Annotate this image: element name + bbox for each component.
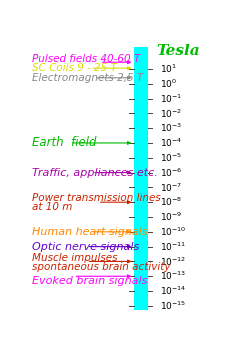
Text: $10^{-13}$: $10^{-13}$ bbox=[160, 270, 186, 282]
Text: Electromagnets 2,5 T: Electromagnets 2,5 T bbox=[32, 73, 143, 83]
Text: SC Coils 9 - 25 T: SC Coils 9 - 25 T bbox=[32, 63, 117, 73]
Text: Power transmission lines: Power transmission lines bbox=[32, 194, 161, 203]
Text: Tesla: Tesla bbox=[156, 44, 200, 58]
Text: Muscle impulses: Muscle impulses bbox=[32, 253, 118, 263]
Text: Pulsed fields 40-60 T: Pulsed fields 40-60 T bbox=[32, 54, 140, 64]
Text: $10^{-1}$: $10^{-1}$ bbox=[160, 92, 182, 105]
Text: $10^{-7}$: $10^{-7}$ bbox=[160, 181, 182, 194]
Text: $10^{-8}$: $10^{-8}$ bbox=[160, 196, 182, 208]
Text: $10^{-5}$: $10^{-5}$ bbox=[160, 152, 182, 164]
Text: $10^{-10}$: $10^{-10}$ bbox=[160, 226, 186, 238]
Text: spontaneous brain activity: spontaneous brain activity bbox=[32, 262, 171, 272]
Text: $10^{-15}$: $10^{-15}$ bbox=[160, 300, 186, 312]
Text: $10^{-3}$: $10^{-3}$ bbox=[160, 122, 182, 134]
Text: $10^{-11}$: $10^{-11}$ bbox=[160, 240, 186, 253]
Text: $10^{-4}$: $10^{-4}$ bbox=[160, 137, 182, 149]
Text: Traffic, appliances etc.: Traffic, appliances etc. bbox=[32, 168, 158, 177]
Text: Human heart signals: Human heart signals bbox=[32, 227, 148, 237]
Text: $10^{-12}$: $10^{-12}$ bbox=[160, 255, 186, 268]
Text: $10^{-2}$: $10^{-2}$ bbox=[160, 107, 182, 120]
Text: at 10 m: at 10 m bbox=[32, 202, 73, 212]
Text: Optic nerve signals: Optic nerve signals bbox=[32, 241, 139, 252]
Text: $10^0$: $10^0$ bbox=[160, 77, 177, 90]
Text: $10^{-6}$: $10^{-6}$ bbox=[160, 166, 182, 179]
Text: $10^{-9}$: $10^{-9}$ bbox=[160, 211, 182, 223]
Text: $10^1$: $10^1$ bbox=[160, 63, 177, 75]
Text: Earth  field: Earth field bbox=[32, 137, 97, 150]
Text: $10^{-14}$: $10^{-14}$ bbox=[160, 285, 186, 297]
Bar bbox=[134, 47, 148, 310]
Text: Evoked brain signals: Evoked brain signals bbox=[32, 276, 148, 286]
